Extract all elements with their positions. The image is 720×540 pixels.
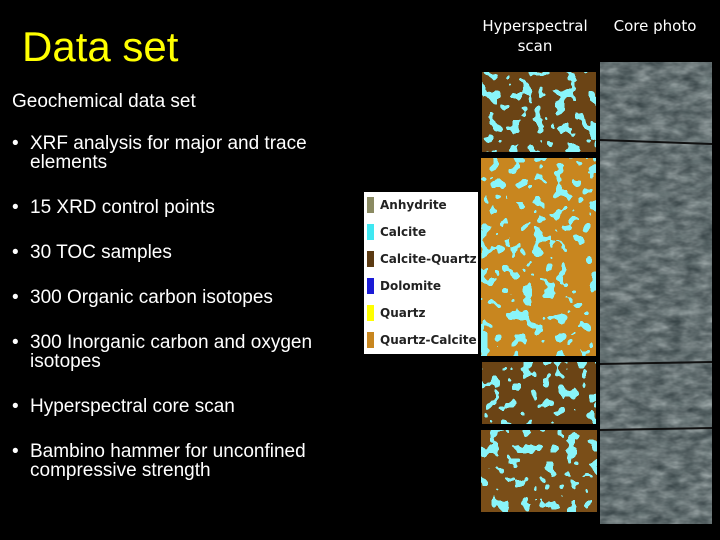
core-photo-image — [599, 62, 713, 524]
bullet-item-inorganic-isotopes: • 300 Inorganic carbon and oxygen isotope… — [12, 332, 313, 372]
legend-swatch — [367, 251, 374, 267]
bullet-item-hyperspectral: • Hyperspectral core scan — [12, 396, 235, 417]
legend-item-anhydrite: Anhydrite — [367, 196, 447, 214]
bullet-item-xrf: • XRF analysis for major and trace elemen… — [12, 133, 307, 173]
legend-swatch — [367, 305, 374, 321]
bullet-dot: • — [12, 441, 19, 462]
bullet-dot: • — [12, 242, 19, 263]
bullet-item-toc: • 30 TOC samples — [12, 242, 172, 263]
legend-item-calcite: Calcite — [367, 223, 426, 241]
slide-title: Data set — [22, 23, 179, 70]
legend-swatch — [367, 278, 374, 294]
bullet-item-organic-isotopes: • 300 Organic carbon isotopes — [12, 287, 273, 308]
legend-item-dolomite: Dolomite — [367, 277, 441, 295]
bullet-dot: • — [12, 332, 19, 353]
mineral-legend: Anhydrite Calcite Calcite-Quartz Dolomit… — [364, 192, 478, 354]
legend-item-quartz-calcite: Quartz-Calcite — [367, 331, 477, 349]
legend-item-quartz: Quartz — [367, 304, 425, 322]
legend-swatch — [367, 224, 374, 240]
bullet-dot: • — [12, 197, 19, 218]
legend-swatch — [367, 197, 374, 213]
bullet-list: • XRF analysis for major and trace elemen… — [12, 134, 362, 506]
bullet-item-xrd: • 15 XRD control points — [12, 197, 215, 218]
legend-item-calcite-quartz: Calcite-Quartz — [367, 250, 477, 268]
bullet-dot: • — [12, 133, 19, 154]
hyperspectral-label: Hyperspectral scan — [482, 17, 588, 55]
bullet-dot: • — [12, 396, 19, 417]
core-photo-label: Core photo — [613, 17, 697, 35]
slide-subtitle: Geochemical data set — [12, 91, 196, 112]
bullet-item-bambino: • Bambino hammer for unconfined compressi… — [12, 441, 306, 481]
legend-swatch — [367, 332, 374, 348]
hyperspectral-scan-image — [481, 72, 597, 512]
bullet-dot: • — [12, 287, 19, 308]
